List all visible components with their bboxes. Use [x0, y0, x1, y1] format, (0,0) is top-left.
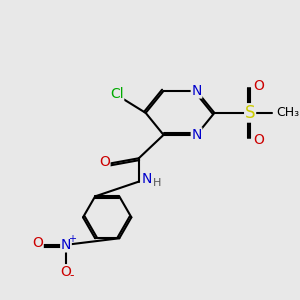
- Text: N: N: [142, 172, 152, 186]
- Text: O: O: [253, 133, 264, 147]
- Text: O: O: [99, 155, 110, 170]
- Text: Cl: Cl: [110, 87, 124, 101]
- Text: N: N: [61, 238, 71, 252]
- Text: -: -: [70, 268, 74, 282]
- Text: S: S: [245, 104, 255, 122]
- Text: H: H: [152, 178, 161, 188]
- Text: O: O: [253, 79, 264, 93]
- Text: N: N: [191, 84, 202, 98]
- Text: O: O: [61, 265, 71, 279]
- Text: +: +: [68, 234, 76, 244]
- Text: N: N: [191, 128, 202, 142]
- Text: O: O: [32, 236, 43, 250]
- Text: CH₃: CH₃: [276, 106, 299, 119]
